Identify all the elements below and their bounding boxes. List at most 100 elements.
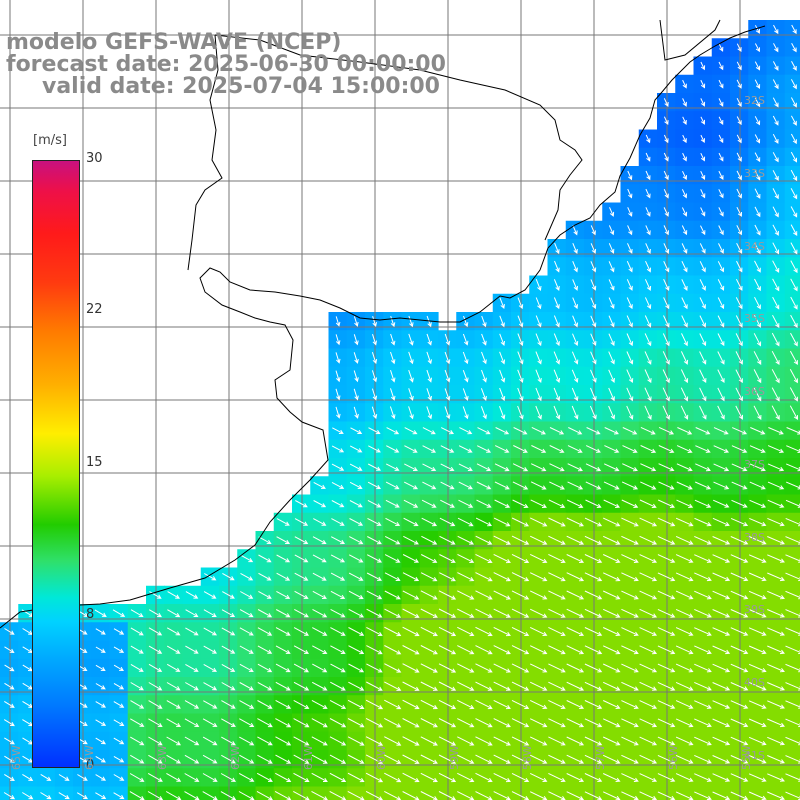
wind-cell xyxy=(784,750,800,769)
wind-arrow xyxy=(695,463,711,472)
wind-arrow xyxy=(113,755,125,763)
wind-arrow xyxy=(426,369,432,383)
wind-arrow xyxy=(626,315,633,328)
wind-arrow xyxy=(767,645,785,655)
wind-arrow xyxy=(440,481,455,490)
wind-arrow xyxy=(95,683,106,690)
wind-arrow xyxy=(113,737,125,745)
wind-arrow xyxy=(730,682,749,691)
wind-arrow xyxy=(608,243,615,254)
wind-arrow xyxy=(590,315,597,328)
wind-arrow xyxy=(713,481,730,490)
wind-arrow xyxy=(584,627,603,636)
wind-arrow xyxy=(440,427,455,435)
wind-arrow xyxy=(602,681,621,691)
wind-arrow xyxy=(712,755,731,764)
wind-arrow xyxy=(748,682,767,691)
wind-arrow xyxy=(438,754,457,764)
wind-arrow xyxy=(639,608,658,618)
wind-arrow xyxy=(113,646,125,653)
wind-arrow xyxy=(657,535,676,545)
wind-arrow xyxy=(771,387,780,402)
wind-arrow xyxy=(621,736,639,746)
wind-arrow xyxy=(771,369,780,384)
wind-arrow xyxy=(681,243,688,254)
wind-arrow xyxy=(712,645,731,655)
wind-arrow xyxy=(420,754,438,764)
wind-arrow xyxy=(694,481,712,490)
wind-cell xyxy=(784,93,800,112)
wind-arrow xyxy=(584,681,603,691)
wind-arrow xyxy=(639,718,658,728)
lat-label-41s: 41S xyxy=(744,749,765,762)
wind-arrow xyxy=(767,517,785,527)
wind-arrow xyxy=(658,463,675,472)
lon-label-57w: 57W xyxy=(594,745,607,770)
wind-arrow xyxy=(622,427,638,435)
wind-arrow xyxy=(365,699,384,710)
wind-cell xyxy=(784,111,800,131)
wind-arrow xyxy=(602,517,621,527)
wind-arrow xyxy=(313,481,326,489)
wind-arrow xyxy=(730,773,749,782)
wind-cell xyxy=(784,166,800,185)
wind-arrow xyxy=(699,333,707,347)
wind-arrow xyxy=(438,626,457,637)
wind-arrow xyxy=(529,608,548,618)
wind-arrow xyxy=(566,590,585,600)
wind-arrow xyxy=(220,773,237,782)
wind-arrow xyxy=(499,315,505,328)
wind-arrow xyxy=(348,645,365,655)
wind-arrow xyxy=(567,463,583,472)
wind-arrow xyxy=(553,369,561,383)
wind-arrow xyxy=(771,332,780,347)
wind-arrow xyxy=(639,554,658,563)
wind-arrow xyxy=(462,333,469,346)
wind-arrow xyxy=(608,369,615,383)
wind-arrow xyxy=(276,518,290,526)
wind-arrow xyxy=(626,297,633,310)
wind-arrow xyxy=(330,572,346,581)
wind-arrow xyxy=(675,554,694,563)
lat-label-37s: 37S xyxy=(744,458,765,471)
wind-arrow xyxy=(753,315,761,328)
wind-arrow xyxy=(148,609,162,618)
wind-arrow xyxy=(312,627,328,636)
wind-arrow xyxy=(440,463,455,471)
wind-arrow xyxy=(754,134,761,144)
wind-arrow xyxy=(239,718,255,727)
wind-arrow xyxy=(717,315,725,328)
wind-arrow xyxy=(626,351,634,365)
wind-arrow xyxy=(113,719,125,727)
wind-arrow xyxy=(694,590,712,600)
wind-arrow xyxy=(682,134,687,144)
wind-arrow xyxy=(608,261,615,273)
wind-arrow xyxy=(493,772,511,783)
wind-arrow xyxy=(330,536,346,545)
wind-cell xyxy=(784,677,800,696)
wind-arrow xyxy=(403,517,419,527)
wind-arrow xyxy=(184,736,200,746)
wind-arrow xyxy=(584,700,603,709)
wind-arrow xyxy=(772,188,779,200)
wind-arrow xyxy=(767,773,785,782)
wind-arrow xyxy=(771,405,780,421)
wind-arrow xyxy=(621,773,639,782)
wind-cell xyxy=(730,786,749,800)
wind-arrow xyxy=(749,499,767,508)
wind-arrow xyxy=(239,627,254,636)
wind-arrow xyxy=(257,627,273,636)
wind-arrow xyxy=(511,572,530,582)
wind-arrow xyxy=(627,170,633,181)
wind-arrow xyxy=(148,736,163,746)
wind-arrow xyxy=(590,387,597,402)
wind-arrow xyxy=(457,699,475,710)
valid-date: valid date: 2025-07-04 15:00:00 xyxy=(42,74,440,99)
wind-arrow xyxy=(475,553,493,563)
wind-cell xyxy=(164,786,184,800)
wind-arrow xyxy=(645,170,651,181)
wind-arrow xyxy=(695,445,711,453)
wind-arrow xyxy=(773,24,779,35)
wind-arrow xyxy=(239,609,254,618)
wind-cell xyxy=(784,239,800,258)
